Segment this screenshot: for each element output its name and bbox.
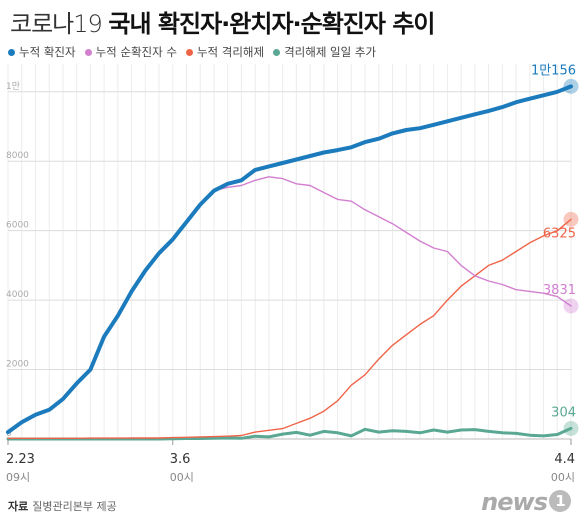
x-tick-date: 3.6: [170, 452, 191, 467]
title-bold: 국내 확진자·완치자·순확진자 추이: [108, 10, 435, 38]
legend-dot-pink: [84, 48, 92, 56]
series-end-label: 304: [551, 405, 576, 420]
series-line: [7, 218, 572, 439]
legend-item-daily-released: 격리해제 일일 추가: [273, 44, 376, 60]
series-line: [6, 426, 573, 441]
y-tick-label: 0: [6, 429, 12, 439]
x-tick-date: 4.4: [554, 452, 575, 467]
legend-dot-orange: [185, 48, 193, 56]
series-end-label: 1만156: [531, 63, 576, 78]
series-end-label: 3831: [543, 283, 576, 298]
source-text: 질병관리본부 제공: [32, 500, 117, 513]
title-light: 코로나19: [10, 10, 103, 38]
source-label: 자료: [8, 500, 29, 513]
series-end-marker: [563, 298, 579, 314]
logo-text: news: [481, 488, 548, 516]
y-tick-label: 8000: [6, 151, 29, 161]
legend-dot-blue: [8, 48, 15, 56]
legend-label: 누적 순확진자 수: [95, 45, 177, 59]
news1-logo: news 1: [481, 488, 571, 516]
y-tick-label: 4000: [6, 290, 29, 300]
logo-badge: 1: [549, 490, 571, 512]
legend-item-cumulative-released: 누적 격리해제: [185, 44, 265, 60]
series-line: [7, 176, 572, 434]
line-chart: 0 2000 4000 6000 8000 1만 2.23 09시 3.6 00시 4.4 00시 1만…: [6, 63, 579, 484]
x-tick-date: 2.23: [6, 452, 35, 467]
series-end-label: 6325: [543, 226, 576, 241]
legend-item-net-confirmed: 누적 순확진자 수: [84, 44, 177, 60]
x-tick-time: 09시: [6, 471, 30, 484]
series-end-marker: [563, 211, 579, 227]
chart-title: 코로나19 국내 확진자·완치자·순확진자 추이: [10, 4, 436, 39]
legend-label: 누적 확진자: [19, 45, 76, 59]
series-end-marker: [563, 78, 579, 94]
series-end-marker: [563, 420, 579, 436]
y-tick-label: 2000: [6, 360, 29, 370]
y-tick-label: 1만: [6, 81, 20, 92]
legend-dot-green: [273, 48, 281, 56]
x-tick-time: 00시: [170, 471, 194, 484]
legend: 누적 확진자 누적 순확진자 수 누적 격리해제 격리해제 일일 추가: [8, 44, 376, 60]
legend-item-cumulative-confirmed: 누적 확진자: [8, 44, 76, 60]
legend-label: 격리해제 일일 추가: [284, 45, 377, 59]
series-line: [6, 84, 573, 435]
y-tick-label: 6000: [6, 221, 29, 231]
legend-label: 누적 격리해제: [196, 45, 265, 59]
source-note: 자료 질병관리본부 제공: [8, 498, 117, 514]
x-tick-time: 00시: [551, 471, 575, 484]
